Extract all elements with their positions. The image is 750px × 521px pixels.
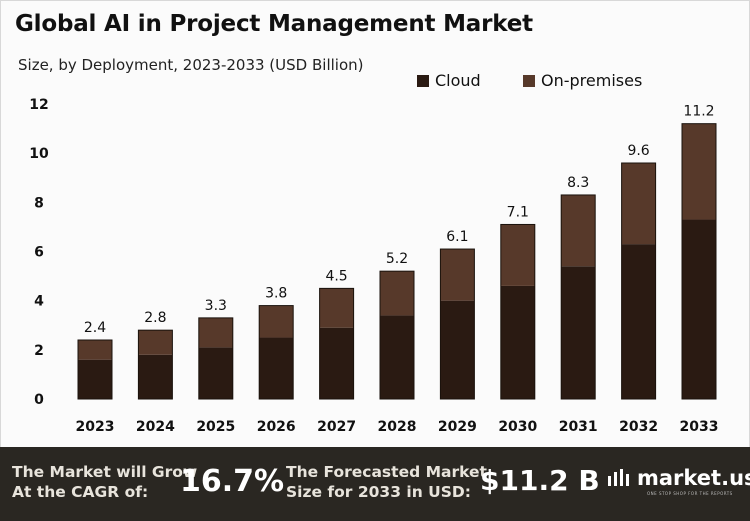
bar-total-label: 11.2 bbox=[683, 104, 714, 120]
y-tick-label: 10 bbox=[29, 146, 49, 162]
bar-total-label: 4.5 bbox=[325, 268, 347, 284]
y-tick-label: 4 bbox=[34, 294, 44, 310]
cagr-text: The Market will Grow At the CAGR of: bbox=[12, 462, 197, 502]
bar-onpremises bbox=[259, 305, 294, 338]
bar-onpremises bbox=[561, 194, 596, 267]
bar-total-label: 2.8 bbox=[144, 310, 166, 326]
y-tick-label: 0 bbox=[34, 392, 44, 408]
bar-outline bbox=[621, 162, 657, 400]
chart-subtitle: Size, by Deployment, 2023-2033 (USD Bill… bbox=[18, 56, 364, 74]
y-tick-label: 8 bbox=[34, 195, 44, 211]
bar-chart: 0 2 4 6 8 10 12 2.4 2023 2.8 2024 3.3 2025 3.8 2026 4.5… bbox=[29, 97, 719, 435]
x-tick-label: 2026 bbox=[257, 419, 296, 435]
bar-cloud bbox=[259, 337, 294, 399]
x-tick-label: 2025 bbox=[196, 419, 235, 435]
bar-total-label: 6.1 bbox=[446, 229, 468, 245]
bar-cloud bbox=[621, 244, 656, 399]
bar-cloud bbox=[500, 285, 535, 399]
bar-cloud bbox=[440, 300, 475, 399]
bar-cloud bbox=[319, 327, 354, 399]
bar-outline bbox=[379, 270, 415, 400]
legend-swatch-cloud bbox=[417, 74, 429, 87]
y-tick-label: 12 bbox=[29, 97, 48, 113]
bar-onpremises bbox=[138, 330, 173, 355]
legend-item-cloud: Cloud bbox=[417, 71, 481, 90]
bar-outline bbox=[560, 194, 596, 400]
bar-cloud bbox=[78, 359, 112, 399]
bar-onpremises bbox=[682, 123, 716, 220]
x-tick-label: 2031 bbox=[559, 419, 598, 435]
bar-outline bbox=[439, 248, 475, 400]
bar-onpremises bbox=[198, 317, 233, 348]
forecast-text-line2: Size for 2033 in USD: bbox=[286, 483, 471, 501]
x-tick-label: 2029 bbox=[438, 419, 477, 435]
bar-outline bbox=[681, 123, 717, 400]
market-us-logo-icon bbox=[608, 469, 629, 486]
bar-total-label: 2.4 bbox=[84, 320, 106, 336]
bar-total-label: 7.1 bbox=[507, 204, 529, 220]
bar-cloud bbox=[198, 347, 233, 399]
bar-onpremises bbox=[78, 340, 112, 360]
legend-item-onpremises: On-premises bbox=[523, 71, 642, 90]
cagr-text-line1: The Market will Grow bbox=[12, 463, 198, 481]
bar-cloud bbox=[682, 219, 716, 399]
bar-total-label: 3.3 bbox=[205, 298, 227, 314]
cagr-value: 16.7% bbox=[180, 464, 285, 499]
y-tick-label: 6 bbox=[34, 245, 44, 261]
legend-label-cloud: Cloud bbox=[435, 71, 481, 90]
brand-tagline: ONE STOP SHOP FOR THE REPORTS bbox=[647, 491, 733, 496]
x-tick-label: 2028 bbox=[378, 419, 417, 435]
x-tick-label: 2032 bbox=[619, 419, 658, 435]
brand-name: market.us bbox=[637, 466, 750, 490]
forecast-text: The Forecasted Market Size for 2033 in U… bbox=[286, 462, 487, 502]
y-tick-label: 2 bbox=[34, 343, 44, 359]
bar-outline bbox=[198, 317, 234, 400]
bar-outline bbox=[500, 223, 536, 400]
x-tick-label: 2024 bbox=[136, 419, 175, 435]
forecast-value: $11.2 B bbox=[480, 464, 600, 497]
brand-logo: market.us bbox=[606, 466, 750, 490]
bar-outline bbox=[77, 339, 113, 400]
cagr-text-line2: At the CAGR of: bbox=[12, 483, 149, 501]
bar-onpremises bbox=[440, 249, 475, 301]
chart-title: Global AI in Project Management Market bbox=[15, 11, 533, 37]
forecast-text-line1: The Forecasted Market bbox=[286, 463, 487, 481]
bar-onpremises bbox=[500, 224, 535, 286]
bar-total-label: 3.8 bbox=[265, 286, 287, 302]
x-tick-label: 2027 bbox=[317, 419, 356, 435]
bar-onpremises bbox=[319, 288, 354, 328]
x-tick-label: 2023 bbox=[76, 419, 115, 435]
bar-outline bbox=[137, 329, 173, 400]
bar-onpremises bbox=[380, 271, 414, 316]
bar-total-label: 9.6 bbox=[627, 143, 649, 159]
bar-onpremises bbox=[621, 163, 656, 245]
bar-outline bbox=[258, 305, 294, 400]
bar-total-label: 5.2 bbox=[386, 251, 408, 267]
bar-cloud bbox=[138, 354, 173, 399]
bar-cloud bbox=[380, 315, 414, 399]
x-tick-label: 2030 bbox=[498, 419, 537, 435]
bar-outline bbox=[319, 287, 355, 400]
legend-swatch-onpremises bbox=[523, 74, 535, 87]
legend-label-onpremises: On-premises bbox=[541, 71, 643, 90]
footer-banner: The Market will Grow At the CAGR of: 16.… bbox=[0, 447, 750, 521]
bar-cloud bbox=[561, 266, 596, 399]
bar-total-label: 8.3 bbox=[567, 175, 589, 191]
x-tick-label: 2033 bbox=[680, 419, 719, 435]
